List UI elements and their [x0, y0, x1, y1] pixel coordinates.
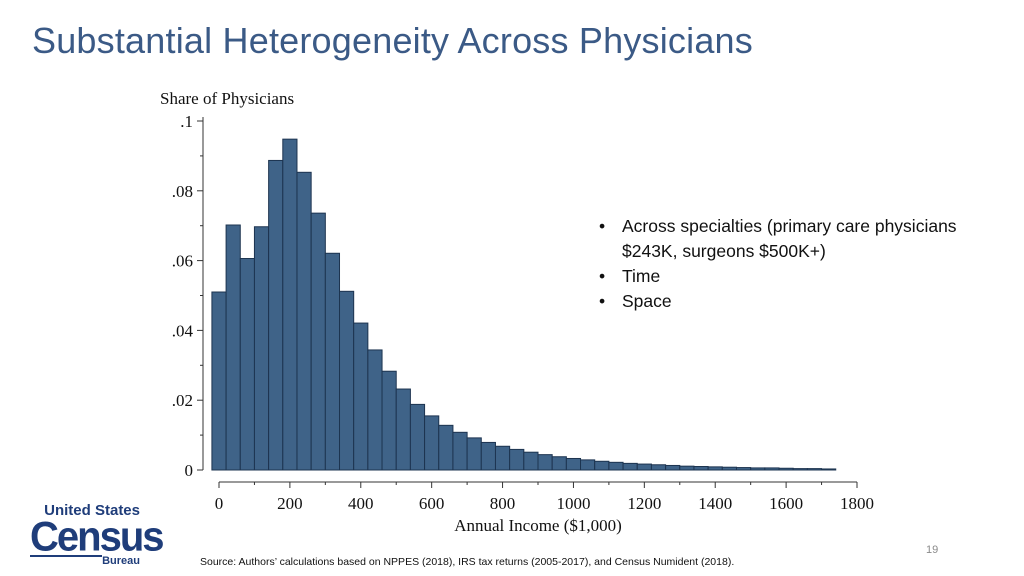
histogram-bar	[721, 466, 737, 471]
histogram-bar	[339, 290, 355, 471]
histogram-bar	[381, 370, 397, 471]
x-tick-label: 600	[419, 494, 445, 513]
y-tick-label: .1	[180, 112, 193, 131]
histogram-bar	[622, 462, 638, 471]
slide-title: Substantial Heterogeneity Across Physici…	[32, 20, 753, 61]
histogram-bar	[494, 445, 511, 471]
y-tick-label: 0	[185, 461, 194, 480]
histogram-bar	[735, 467, 752, 471]
x-tick-label: 800	[490, 494, 516, 513]
histogram-bar	[636, 463, 652, 471]
histogram-bar	[693, 466, 709, 471]
page-number: 19	[926, 544, 939, 556]
y-tick-label: .08	[172, 182, 193, 201]
y-tick-label: .06	[172, 252, 193, 271]
x-tick-label: 1000	[556, 494, 590, 513]
census-bureau-logo: United States Census Bureau	[30, 502, 165, 567]
histogram-bar	[296, 171, 312, 471]
histogram-bar	[466, 437, 482, 471]
histogram-bar	[282, 138, 298, 471]
histogram-bar	[509, 448, 525, 471]
histogram-bar	[821, 468, 837, 471]
histogram-bar	[395, 388, 411, 471]
histogram-bar	[537, 454, 553, 471]
x-axis-title: Annual Income ($1,000)	[454, 516, 622, 535]
y-tick-label: .02	[172, 391, 193, 410]
histogram-bar	[253, 226, 270, 471]
histogram-bar	[268, 159, 284, 471]
histogram-bar	[792, 468, 808, 471]
histogram-bar	[480, 441, 496, 471]
x-tick-label: 1600	[769, 494, 803, 513]
x-tick-label: 200	[277, 494, 303, 513]
histogram-bar	[310, 212, 326, 471]
histogram-bar	[324, 252, 341, 471]
histogram-bar	[239, 258, 255, 471]
histogram-bar	[750, 467, 766, 471]
chart-axes: 0 .02 .04 .06 .08 .1 0 200 400 600 800 1000 1200 1400…	[172, 112, 874, 513]
histogram-bar	[650, 464, 667, 471]
bullet-item: Across specialties (primary care physici…	[596, 214, 1006, 264]
histogram-bar	[764, 467, 780, 471]
y-tick-label: .04	[172, 321, 194, 340]
histogram-bar	[580, 459, 596, 471]
histogram-bar	[679, 465, 695, 471]
histogram-bar	[551, 456, 567, 471]
bullet-item: Space	[596, 289, 1006, 314]
x-tick-label: 1200	[627, 494, 661, 513]
histogram-bars	[211, 138, 837, 471]
histogram-bar	[367, 349, 383, 471]
histogram-bar	[565, 457, 582, 471]
y-axis-title: Share of Physicians	[160, 89, 294, 108]
bullet-list: Across specialties (primary care physici…	[596, 214, 1006, 314]
histogram-bar	[211, 291, 227, 471]
histogram-bar	[438, 424, 454, 471]
histogram-bar	[424, 415, 440, 471]
histogram-bar	[594, 460, 610, 471]
bullet-item: Time	[596, 264, 1006, 289]
x-tick-label: 1800	[840, 494, 874, 513]
x-tick-label: 0	[215, 494, 224, 513]
histogram-bar	[665, 464, 681, 471]
histogram-bar	[806, 468, 823, 471]
logo-line-1: United States	[44, 502, 140, 519]
x-tick-label: 1400	[698, 494, 732, 513]
histogram-bar	[353, 322, 369, 471]
histogram-bar	[608, 461, 624, 471]
histogram-bar	[523, 451, 539, 471]
logo-line-3: Bureau	[102, 555, 140, 567]
histogram-bar	[409, 403, 426, 471]
source-note: Source: Authors’ calculations based on N…	[200, 556, 735, 568]
histogram-bar	[452, 431, 468, 471]
histogram-bar	[778, 467, 794, 471]
histogram-bar	[707, 466, 723, 471]
histogram-bar	[225, 224, 241, 471]
x-tick-label: 400	[348, 494, 374, 513]
logo-line-2: Census	[30, 513, 165, 560]
logo-rule	[30, 555, 102, 557]
